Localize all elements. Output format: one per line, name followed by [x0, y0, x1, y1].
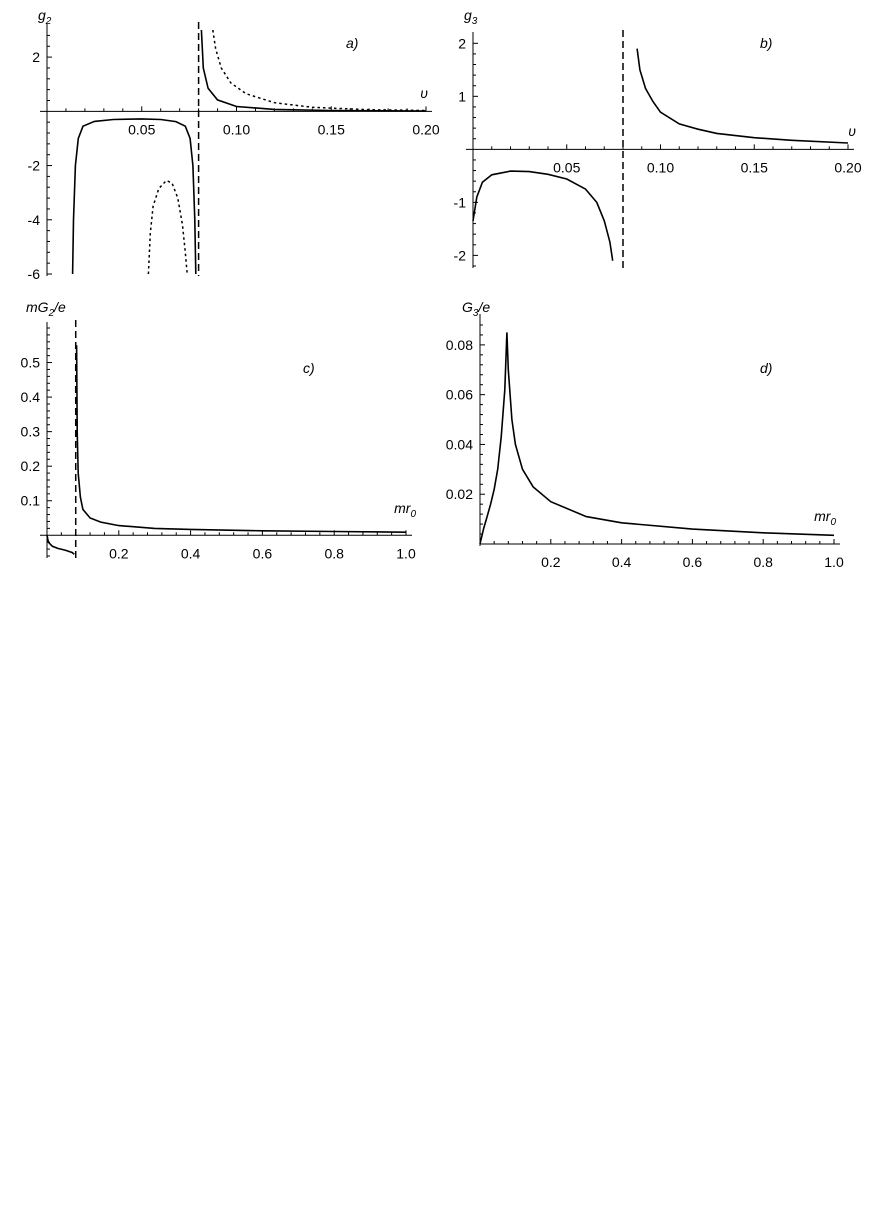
series-curve-1 — [472, 170, 614, 261]
x-tick-label: 1.0 — [396, 545, 416, 561]
x-axis-title: υ — [848, 123, 856, 139]
y-axis-title: g2 — [38, 7, 52, 27]
y-axis-title-suffix: /e — [53, 299, 66, 315]
series-curve-4 — [212, 29, 427, 112]
x-tick-label: 0.10 — [647, 159, 674, 175]
y-axis-title-subscript: 3 — [473, 308, 479, 319]
x-tick-label: 0.2 — [109, 545, 129, 561]
y-tick-label: 1 — [458, 88, 466, 104]
panel-label: a) — [346, 35, 358, 51]
y-tick-label: -4 — [28, 212, 41, 228]
y-tick-label: 0.1 — [21, 493, 41, 509]
y-tick-label: -6 — [28, 266, 41, 282]
x-axis-title-main: mr — [814, 508, 832, 524]
x-tick-label: 0.20 — [412, 121, 439, 137]
x-axis-title-subscript: 0 — [410, 509, 416, 520]
y-axis-title-subscript: 2 — [45, 16, 52, 27]
x-tick-label: 0.2 — [541, 554, 561, 570]
x-tick-label: 0.4 — [181, 545, 201, 561]
y-tick-label: 0.5 — [21, 355, 41, 371]
y-axis-title: g3 — [464, 7, 478, 27]
x-tick-label: 0.6 — [683, 554, 703, 570]
x-axis-title: υ — [420, 85, 428, 101]
y-tick-label: 2 — [32, 49, 40, 65]
x-tick-label: 0.05 — [128, 121, 155, 137]
x-axis-title-main: υ — [848, 123, 856, 139]
x-tick-label: 0.15 — [318, 121, 345, 137]
y-tick-label: 0.3 — [21, 424, 41, 440]
y-tick-label: 0.2 — [21, 458, 41, 474]
y-tick-label: 0.08 — [446, 337, 473, 353]
x-tick-label: 0.4 — [612, 554, 632, 570]
y-axis-title-subscript: 2 — [48, 308, 55, 319]
y-axis-title-main: mG — [26, 299, 49, 315]
chart-panel-b: 0.05 0.10 0.15 0.20 -2 -1 1 2 g3 υ b) — [454, 7, 862, 268]
series-curve-2 — [75, 345, 407, 533]
x-axis-title: mr0 — [394, 500, 416, 520]
x-tick-label: 0.8 — [324, 545, 344, 561]
y-axis-title: mG2/e — [26, 299, 66, 319]
x-tick-label: 0.6 — [253, 545, 273, 561]
panel-label: b) — [760, 35, 772, 51]
y-axis-title-main: G — [462, 299, 473, 315]
x-axis-title-subscript: 0 — [830, 517, 836, 528]
y-axis-title: G3/e — [462, 299, 490, 319]
y-axis-title-main: g — [464, 7, 472, 23]
x-tick-label: 0.10 — [223, 121, 250, 137]
panel-label: d) — [760, 360, 772, 376]
x-tick-label: 0.20 — [834, 159, 861, 175]
chart-panel-c: 0.2 0.4 0.6 0.8 1.0 0.1 0.2 0.3 0.4 0.5 mG2/e mr0 c) — [21, 299, 417, 561]
series-curve-2 — [200, 29, 427, 112]
x-tick-label: 0.15 — [741, 159, 768, 175]
x-tick-label: 0.05 — [553, 159, 580, 175]
x-tick-label: 1.0 — [824, 554, 844, 570]
y-axis-title-main: g — [38, 7, 46, 23]
y-tick-label: -2 — [28, 158, 41, 174]
y-axis-title-subscript: 3 — [472, 16, 478, 27]
panel-label: c) — [303, 360, 315, 376]
x-axis-title: mr0 — [814, 508, 836, 528]
x-axis-title-main: υ — [420, 85, 428, 101]
x-axis-title-main: mr — [394, 500, 412, 516]
chart-panel-d: 0.2 0.4 0.6 0.8 1.0 0.02 0.04 0.06 0.08 G3/e mr0 d) — [446, 299, 844, 570]
y-tick-label: -2 — [454, 247, 467, 263]
x-tick-label: 0.8 — [753, 554, 773, 570]
y-tick-label: 0.02 — [446, 486, 473, 502]
series-curve-1 — [46, 535, 75, 555]
series-curve-1 — [479, 332, 835, 545]
y-axis-title-suffix: /e — [477, 299, 490, 315]
series-curve-1 — [71, 118, 197, 275]
y-tick-label: 2 — [458, 35, 466, 51]
y-tick-label: -1 — [454, 194, 467, 210]
y-tick-label: 0.4 — [21, 389, 41, 405]
y-tick-label: 0.04 — [446, 436, 473, 452]
series-curve-3 — [147, 179, 188, 275]
series-curve-2 — [636, 48, 849, 144]
y-tick-label: 0.06 — [446, 387, 473, 403]
